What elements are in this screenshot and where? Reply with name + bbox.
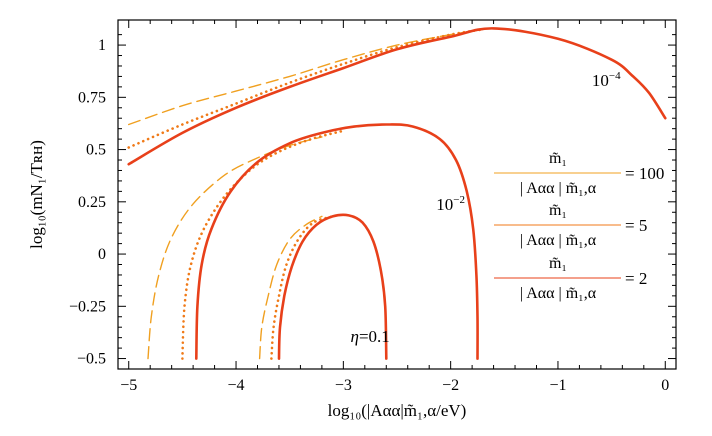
series-line-eta-10-ratio-5	[127, 28, 485, 149]
plot-frame	[117, 19, 677, 370]
curve-annotation: 10−2	[436, 194, 465, 214]
series-line-eta-0.1-ratio-5	[270, 215, 334, 360]
annotations-layer: 10−4 10−2 η=0.1	[351, 70, 622, 346]
legend-item: m̃₁ | Aαα | m̃₁,α = 100	[494, 150, 664, 197]
curve-annotation: 10−4	[592, 70, 621, 90]
legend-item: m̃₁ | Aαα | m̃₁,α = 2	[494, 255, 647, 302]
y-tick-label: 0	[98, 246, 106, 263]
legend-value: = 2	[625, 269, 647, 288]
y-tick-label: −0.5	[77, 351, 106, 368]
legend-denominator: | Aαα | m̃₁,α	[520, 180, 597, 197]
ticks-layer: −5 −4 −3 −2 −1 0 −0.5 −0.25 0 0.25 0.5 0.75 1	[69, 20, 676, 394]
legend-value: = 5	[625, 216, 647, 235]
x-tick-label: −2	[442, 377, 459, 394]
legend-value: = 100	[625, 164, 664, 183]
series-line-eta-10-ratio-2	[127, 27, 667, 166]
legend-item: m̃₁ | Aαα | m̃₁,α = 5	[494, 202, 647, 249]
legend-numerator: m̃₁	[549, 255, 567, 272]
x-tick-label: −1	[549, 377, 566, 394]
series-line-eta-0.1-ratio-100	[258, 215, 323, 360]
series-line-eta-10-ratio-100	[147, 136, 323, 360]
x-tick-label: 0	[661, 377, 669, 394]
y-axis-label: log₁₀(mN₁/Tʀʜ)	[27, 140, 46, 249]
x-tick-label: −4	[228, 377, 245, 394]
curve-annotation: η=0.1	[351, 327, 390, 346]
legend-numerator: m̃₁	[549, 202, 567, 219]
legend-denominator: | Aαα | m̃₁,α	[520, 232, 597, 249]
y-tick-label: 0.25	[78, 194, 106, 211]
y-tick-label: 0.75	[78, 89, 106, 106]
y-tick-label: 0.5	[86, 142, 106, 159]
legend-denominator: | Aαα | m̃₁,α	[520, 285, 597, 302]
x-axis-label: log₁₀(|Aαα|m̃₁,α/eV)	[328, 401, 467, 420]
y-tick-label: 1	[98, 37, 106, 54]
y-tick-label: −0.25	[69, 298, 106, 315]
x-tick-label: −5	[120, 377, 137, 394]
series-line-eta-10-ratio-100	[127, 28, 484, 126]
series-line-eta-0.1-ratio-2	[277, 213, 388, 360]
legend-numerator: m̃₁	[549, 150, 567, 167]
x-tick-label: −3	[335, 377, 352, 394]
legend: m̃₁ | Aαα | m̃₁,α = 100 m̃₁ | Aαα | m̃₁,α = 5…	[494, 150, 664, 302]
series-line-eta-10-ratio-2	[195, 123, 479, 360]
curves-layer	[127, 27, 667, 360]
axis-labels: log₁₀(|Aαα|m̃₁,α/eV) log₁₀(mN₁/Tʀʜ)	[27, 140, 466, 420]
